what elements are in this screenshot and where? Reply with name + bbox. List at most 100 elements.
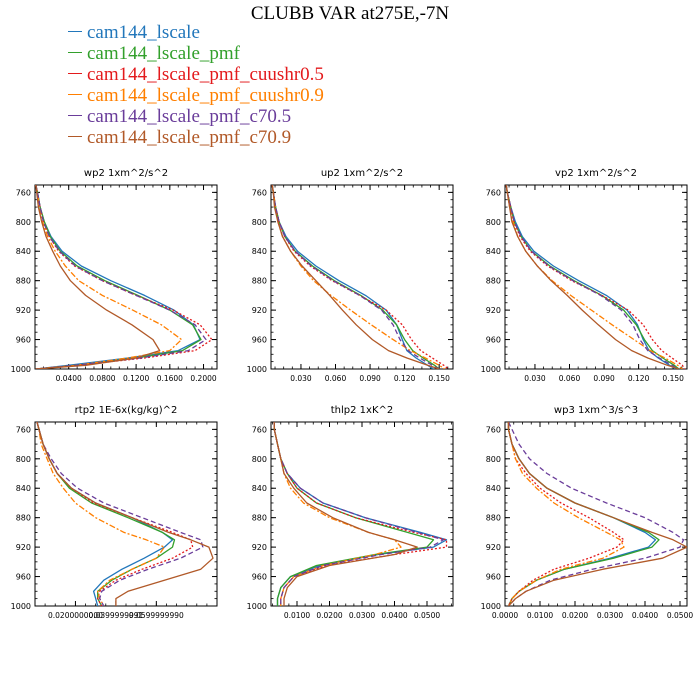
x-tick-label: 0.030 <box>524 374 546 383</box>
series-line <box>36 422 174 606</box>
legend-swatch <box>68 94 82 96</box>
legend-entry: cam144_lscale_pmf_cuushr0.5 <box>68 64 324 85</box>
y-tick-label: 880 <box>16 277 31 286</box>
series-line <box>271 185 440 369</box>
series-line <box>271 185 449 369</box>
y-tick-label: 920 <box>252 543 267 552</box>
y-tick-label: 1000 <box>481 602 501 611</box>
x-tick-label: 0.120 <box>628 374 650 383</box>
legend-label: cam144_lscale_pmf_c70.5 <box>87 106 292 127</box>
y-tick-label: 760 <box>16 188 31 197</box>
y-tick-label: 760 <box>252 188 267 197</box>
legend-swatch <box>68 52 82 54</box>
y-tick-label: 880 <box>486 514 501 523</box>
legend-swatch <box>68 73 82 75</box>
y-tick-label: 960 <box>486 573 501 582</box>
series-line <box>273 422 402 606</box>
legend: cam144_lscale cam144_lscale_pmf cam144_l… <box>68 22 324 148</box>
legend-label: cam144_lscale_pmf_cuushr0.5 <box>87 64 324 85</box>
series-line <box>273 422 448 606</box>
x-tick-label: 0.150 <box>662 374 684 383</box>
series-line <box>507 422 685 606</box>
x-tick-label: 0.0399999991 <box>88 611 143 620</box>
subplot: wp3 1xm^3/s^3 760 800 840 880 920 960 10000.000… <box>481 405 694 620</box>
x-tick-label: 0.150 <box>428 374 450 383</box>
x-tick-label: 0.0200 <box>316 611 342 620</box>
subplot: rtp2 1E-6x(kg/kg)^2 760 800 840 880 920 960 100… <box>11 405 218 620</box>
series-line <box>271 185 446 369</box>
series-line <box>273 422 418 606</box>
series-line <box>505 185 680 369</box>
y-tick-label: 800 <box>486 218 501 227</box>
y-tick-label: 1000 <box>247 365 267 374</box>
series-line <box>36 422 204 606</box>
y-tick-label: 760 <box>486 425 501 434</box>
y-tick-label: 800 <box>486 455 501 464</box>
legend-entry: cam144_lscale_pmf_c70.9 <box>68 127 324 148</box>
y-tick-label: 960 <box>16 573 31 582</box>
legend-entry: cam144_lscale_pmf_cuushr0.9 <box>68 85 324 106</box>
x-tick-label: 0.090 <box>593 374 615 383</box>
legend-swatch <box>68 136 82 138</box>
series-line <box>505 185 683 369</box>
y-tick-label: 920 <box>16 543 31 552</box>
x-tick-label: 0.060 <box>559 374 581 383</box>
y-tick-label: 920 <box>486 543 501 552</box>
y-tick-label: 760 <box>16 425 31 434</box>
series-line <box>271 185 440 369</box>
y-tick-label: 760 <box>252 425 267 434</box>
y-tick-label: 880 <box>252 277 267 286</box>
plot-frame <box>34 184 218 370</box>
y-tick-label: 840 <box>16 484 31 493</box>
y-tick-label: 840 <box>16 247 31 256</box>
y-tick-label: 840 <box>252 484 267 493</box>
y-tick-label: 800 <box>252 455 267 464</box>
y-tick-label: 880 <box>252 514 267 523</box>
x-tick-label: 0.0400 <box>56 374 82 383</box>
series-line <box>273 422 444 606</box>
x-tick-label: 0.0200000000 <box>48 611 103 620</box>
x-tick-label: 0.0000 <box>492 611 518 620</box>
y-tick-label: 1000 <box>11 602 31 611</box>
y-tick-label: 840 <box>486 484 501 493</box>
y-tick-label: 960 <box>252 573 267 582</box>
plot-frame <box>504 184 688 370</box>
figure-title: CLUBB VAR at275E,-7N <box>250 3 450 24</box>
x-tick-label: 0.030 <box>290 374 312 383</box>
y-tick-label: 760 <box>486 188 501 197</box>
series-line <box>507 422 687 606</box>
series-line <box>271 185 434 369</box>
subplot: vp2 1xm^2/s^2 760 800 840 880 920 960 1000 0.030… <box>481 168 688 383</box>
y-tick-label: 1000 <box>247 602 267 611</box>
x-tick-label: 0.2000 <box>190 374 216 383</box>
legend-entry: cam144_lscale_pmf <box>68 43 324 64</box>
series-line <box>507 422 625 606</box>
x-tick-label: 0.0599999990 <box>129 611 184 620</box>
x-tick-label: 0.090 <box>359 374 381 383</box>
x-tick-label: 0.1600 <box>157 374 183 383</box>
legend-swatch <box>68 115 82 117</box>
series-line <box>271 185 440 369</box>
x-tick-label: 0.1200 <box>123 374 149 383</box>
legend-label: cam144_lscale_pmf <box>87 43 241 64</box>
subplot: thlp2 1xK^2 760 800 840 880 920 960 1000 0.0100 0… <box>247 405 454 620</box>
series-line <box>505 185 680 369</box>
x-tick-label: 0.0400 <box>381 611 407 620</box>
x-tick-label: 0.120 <box>394 374 416 383</box>
x-tick-label: 0.0400 <box>632 611 658 620</box>
subplot-title: vp2 1xm^2/s^2 <box>555 168 637 179</box>
series-line <box>35 185 201 369</box>
x-tick-label: 0.0200 <box>562 611 588 620</box>
legend-swatch <box>68 31 82 33</box>
y-tick-label: 840 <box>486 247 501 256</box>
plot-frame <box>504 421 688 607</box>
series-line <box>35 185 183 369</box>
series-line <box>35 185 202 369</box>
legend-entry: cam144_lscale <box>68 22 324 43</box>
series-line <box>505 185 686 369</box>
subplot: wp2 1xm^2/s^2 760 800 840 880 920 960 1000 0.040… <box>11 168 218 383</box>
x-tick-label: 0.0300 <box>597 611 623 620</box>
y-tick-label: 800 <box>16 218 31 227</box>
y-tick-label: 880 <box>486 277 501 286</box>
